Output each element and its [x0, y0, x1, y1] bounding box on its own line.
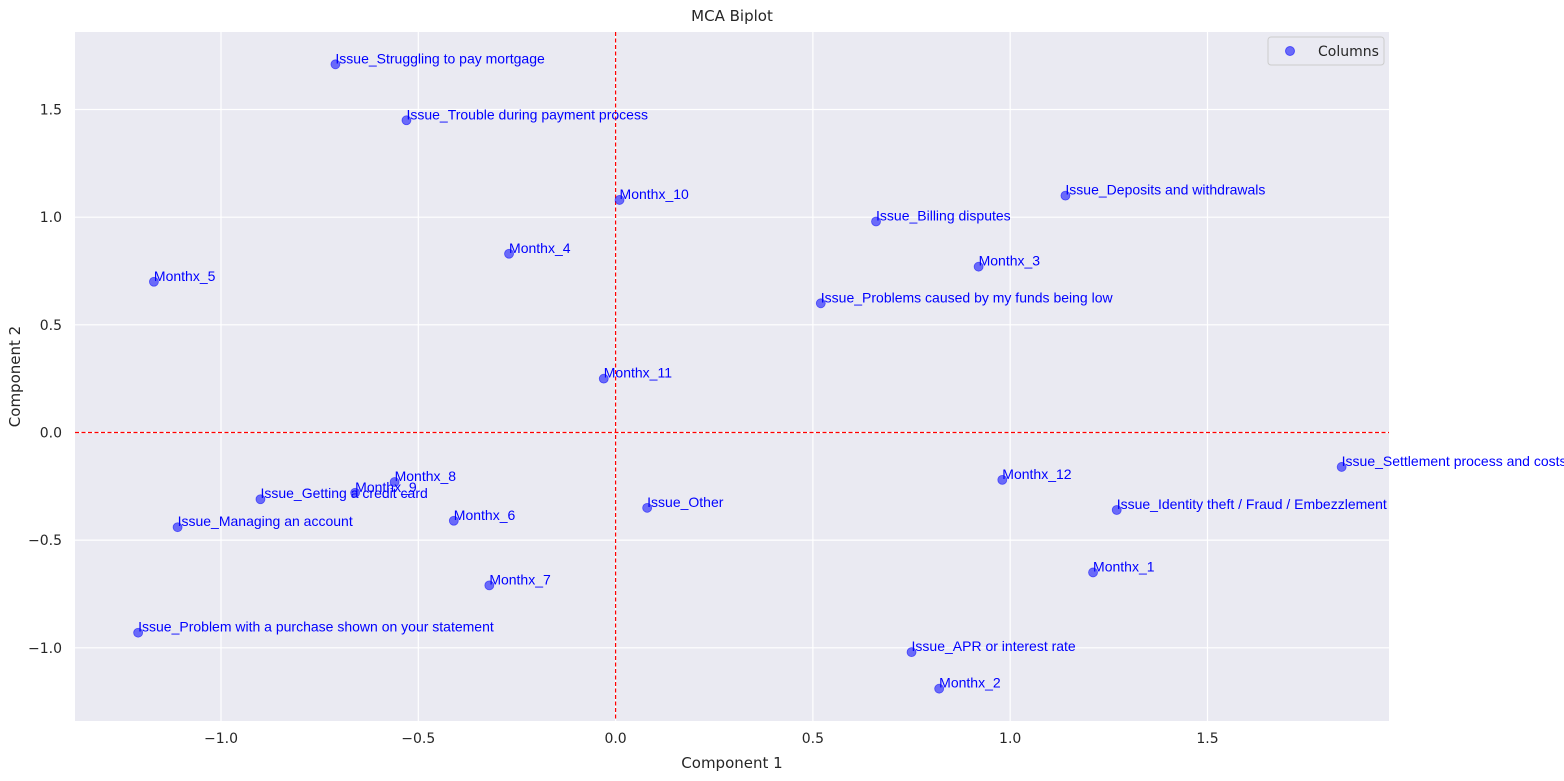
data-point	[1060, 190, 1071, 201]
y-axis-ticks: −1.0 −0.5 0.0 0.5 1.0 1.5	[28, 103, 62, 657]
point-label: Issue_Other	[647, 494, 724, 510]
data-point	[598, 373, 609, 384]
y-tick-label: −0.5	[28, 533, 62, 549]
plot-area-background	[75, 32, 1389, 721]
data-point	[1336, 462, 1347, 472]
point-labels: Issue_Struggling to pay mortgage Issue_Tr…	[138, 50, 1564, 690]
chart-title: MCA Biplot	[691, 7, 773, 25]
data-point	[1111, 505, 1122, 515]
point-label: Monthx_4	[509, 240, 571, 256]
point-label: Monthx_6	[454, 507, 516, 523]
point-label: Monthx_12	[1002, 466, 1071, 482]
legend-label: Columns	[1318, 44, 1379, 60]
legend-box	[1267, 36, 1385, 66]
x-axis-title: Component 1	[681, 754, 782, 772]
reference-lines	[75, 32, 1389, 721]
point-label: Monthx_8	[395, 468, 457, 484]
data-point	[350, 487, 361, 498]
y-tick-label: 0.5	[40, 318, 62, 334]
point-label: Issue_Settlement process and costs	[1342, 453, 1564, 469]
x-tick-label: 1.0	[999, 731, 1021, 747]
data-point	[389, 477, 400, 487]
y-axis-title: Component 2	[6, 326, 24, 427]
y-tick-label: 1.0	[40, 210, 62, 226]
data-point	[149, 276, 159, 287]
point-label: Issue_Billing disputes	[876, 207, 1011, 223]
data-points	[133, 59, 1347, 694]
data-point	[871, 216, 881, 227]
data-point	[997, 474, 1008, 485]
x-axis-ticks: −1.0 −0.5 0.0 0.5 1.0 1.5	[204, 731, 1219, 747]
x-tick-label: 1.5	[1196, 731, 1218, 747]
data-point	[401, 115, 412, 126]
point-label: Issue_Problem with a purchase shown on y…	[138, 619, 494, 635]
point-label: Issue_Trouble during payment process	[406, 106, 648, 122]
data-point	[614, 195, 625, 205]
data-point	[973, 261, 984, 272]
data-point	[448, 515, 459, 526]
y-tick-label: −1.0	[28, 641, 62, 657]
point-label: Monthx_2	[939, 675, 1001, 691]
point-label: Issue_APR or interest rate	[912, 638, 1076, 654]
point-label: Monthx_10	[620, 186, 689, 202]
x-tick-label: −1.0	[204, 731, 238, 747]
data-point	[330, 59, 341, 70]
data-point	[504, 248, 514, 259]
y-tick-label: 0.0	[40, 425, 62, 441]
data-point	[133, 627, 144, 638]
point-label: Monthx_7	[489, 571, 551, 587]
point-label: Monthx_3	[979, 253, 1041, 269]
legend: Columns	[1267, 36, 1385, 66]
data-point	[642, 502, 653, 513]
x-tick-label: 0.0	[604, 731, 626, 747]
point-label: Monthx_9	[355, 479, 417, 495]
data-point	[815, 298, 826, 309]
point-label: Issue_Identity theft / Fraud / Embezzlem…	[1117, 496, 1387, 512]
point-label: Monthx_11	[604, 365, 672, 381]
point-label: Monthx_1	[1093, 558, 1155, 574]
x-tick-label: 0.5	[802, 731, 824, 747]
data-point	[172, 522, 183, 533]
data-point	[906, 647, 917, 657]
point-label: Issue_Deposits and withdrawals	[1065, 182, 1265, 198]
point-label: Monthx_5	[154, 268, 216, 284]
data-point	[484, 580, 495, 591]
point-label: Issue_Managing an account	[178, 513, 353, 529]
point-label: Issue_Getting a credit card	[260, 485, 427, 501]
point-label: Issue_Struggling to pay mortgage	[335, 50, 545, 66]
point-label: Issue_Problems caused by my funds being …	[821, 289, 1114, 305]
data-point	[255, 494, 266, 505]
x-tick-label: −0.5	[401, 731, 435, 747]
data-point	[934, 683, 945, 694]
data-point	[1088, 567, 1098, 578]
legend-marker	[1285, 46, 1295, 56]
y-tick-label: 1.5	[40, 103, 62, 119]
